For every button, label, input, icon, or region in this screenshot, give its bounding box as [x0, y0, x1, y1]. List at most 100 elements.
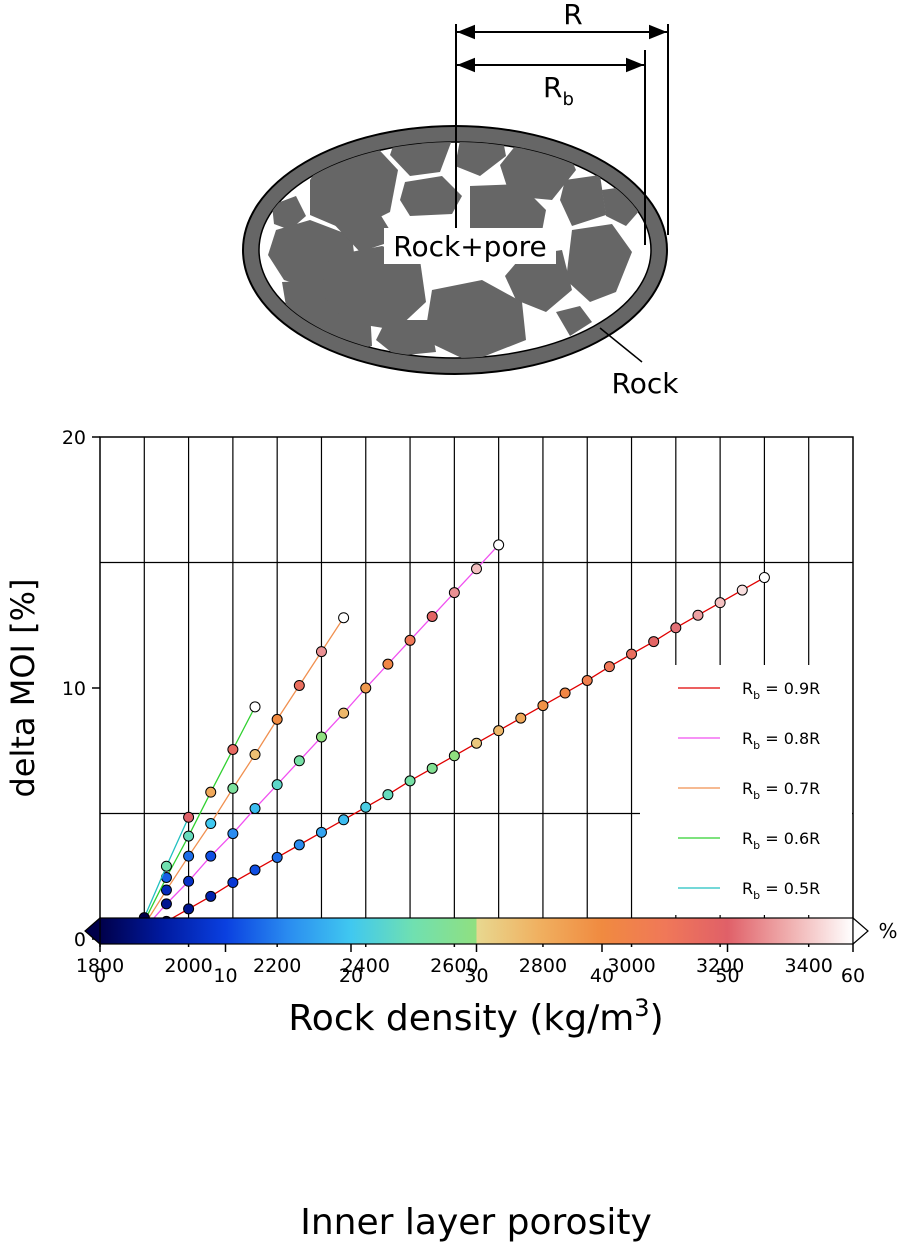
y-tick-label: 20: [62, 427, 86, 449]
x-tick-label: 2000: [164, 955, 212, 977]
data-point: [161, 861, 171, 871]
colorbar-tick-label: 30: [464, 965, 488, 987]
data-point: [715, 598, 725, 608]
data-point: [494, 726, 504, 736]
y-tick-label: 10: [62, 678, 86, 700]
data-point: [361, 683, 371, 693]
colorbar-tick-label: 10: [213, 965, 237, 987]
legend-sub: b: [753, 839, 760, 852]
data-point: [316, 732, 326, 742]
rb-sub: b: [562, 89, 573, 110]
r-label: R: [563, 0, 582, 31]
legend-rest: = 0.5R: [760, 879, 820, 898]
data-point: [228, 878, 238, 888]
data-point: [250, 803, 260, 813]
series-line: [144, 707, 255, 922]
data-point: [294, 680, 304, 690]
data-point: [339, 708, 349, 718]
colorbar-low-end: [85, 918, 100, 944]
data-point: [316, 647, 326, 657]
colorbar-high-end: [853, 918, 868, 944]
x-tick-label: 3000: [607, 955, 655, 977]
legend-name: R: [742, 729, 753, 748]
data-point: [184, 876, 194, 886]
data-point: [361, 802, 371, 812]
data-point: [671, 623, 681, 633]
y-axis-label: delta MOI [%]: [4, 579, 42, 798]
colorbar-unit: %: [878, 919, 897, 943]
data-point: [427, 763, 437, 773]
y-tick-label: 0: [74, 929, 86, 951]
data-point: [294, 756, 304, 766]
data-point: [560, 688, 570, 698]
data-point: [272, 852, 282, 862]
legend-sub: b: [753, 739, 760, 752]
legend-name: R: [742, 879, 753, 898]
data-point: [627, 649, 637, 659]
data-point: [206, 891, 216, 901]
data-point: [737, 585, 747, 595]
data-point: [184, 851, 194, 861]
x-label-main: Rock density (kg/m: [288, 998, 634, 1039]
data-point: [582, 675, 592, 685]
legend-rest: = 0.6R: [760, 829, 820, 848]
rb-label: Rb: [543, 71, 574, 110]
data-point: [449, 588, 459, 598]
legend-sub: b: [753, 889, 760, 902]
data-point: [472, 564, 482, 574]
data-point: [250, 865, 260, 875]
data-point: [472, 738, 482, 748]
legend-name: R: [742, 679, 753, 698]
data-point: [272, 780, 282, 790]
data-point: [339, 815, 349, 825]
plot: 1800200022002400260028003000320034000102…: [62, 427, 853, 977]
data-point: [272, 714, 282, 724]
x-label-sup: 3: [634, 994, 649, 1022]
data-point: [250, 750, 260, 760]
colorbar-tick-label: 20: [339, 965, 363, 987]
data-point: [206, 851, 216, 861]
data-point: [206, 787, 216, 797]
data-point: [316, 827, 326, 837]
x-tick-label: 3400: [785, 955, 833, 977]
data-point: [759, 573, 769, 583]
legend-sub: b: [753, 789, 760, 802]
data-point: [339, 613, 349, 623]
data-point: [294, 840, 304, 850]
x-axis-label: Rock density (kg/m3): [288, 994, 663, 1039]
data-point: [427, 611, 437, 621]
data-point: [228, 744, 238, 754]
data-point: [383, 790, 393, 800]
data-point: [184, 831, 194, 841]
data-point: [538, 701, 548, 711]
legend-name: R: [742, 779, 753, 798]
outer-label: Rock: [612, 367, 680, 400]
colorbar-label: Inner layer porosity: [300, 1202, 652, 1243]
diagram: R Rb Rock+pore Rock: [243, 0, 679, 400]
data-point: [405, 635, 415, 645]
rb-main: R: [543, 71, 562, 104]
x-tick-label: 2800: [519, 955, 567, 977]
colorbar-tick-label: 60: [841, 965, 865, 987]
data-point: [161, 899, 171, 909]
leader-line: [600, 328, 642, 362]
data-point: [449, 751, 459, 761]
data-point: [206, 819, 216, 829]
data-point: [228, 829, 238, 839]
colorbar-tick-label: 0: [94, 965, 106, 987]
x-label-tail: ): [650, 998, 664, 1039]
data-point: [405, 776, 415, 786]
colorbar-tick-label: 50: [715, 965, 739, 987]
legend-rest: = 0.8R: [760, 729, 820, 748]
legend-name: R: [742, 829, 753, 848]
data-point: [516, 713, 526, 723]
data-point: [161, 885, 171, 895]
legend-rest: = 0.7R: [760, 779, 820, 798]
colorbar-tick-label: 40: [590, 965, 614, 987]
legend-rest: = 0.9R: [760, 679, 820, 698]
inner-label: Rock+pore: [393, 230, 546, 263]
data-point: [184, 904, 194, 914]
data-point: [693, 610, 703, 620]
